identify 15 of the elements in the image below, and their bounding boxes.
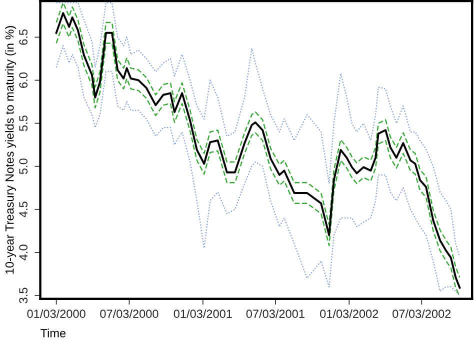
y-tick-label: 4.0: [19, 244, 28, 260]
x-tick-label: 07/03/2001: [246, 309, 304, 318]
y-tick-label: 6.5: [19, 29, 28, 45]
y-tick-label: 6.0: [19, 72, 28, 88]
x-tick-label: 07/03/2000: [100, 309, 158, 318]
y-tick-label: 4.5: [19, 202, 28, 218]
x-tick-label: 01/03/2000: [27, 309, 86, 318]
x-axis-title: Time: [40, 328, 66, 338]
y-tick-label: 3.5: [19, 288, 28, 304]
x-tick-label: 01/03/2001: [174, 309, 232, 318]
y-tick-label: 5.0: [19, 158, 28, 174]
x-tick-label: 01/03/2002: [320, 309, 378, 318]
y-axis-title: 10-year Treasury Notes yields to maturity (in %): [5, 26, 16, 274]
x-tick-label: 07/03/2002: [392, 309, 451, 318]
y-tick-label: 5.5: [19, 116, 28, 132]
